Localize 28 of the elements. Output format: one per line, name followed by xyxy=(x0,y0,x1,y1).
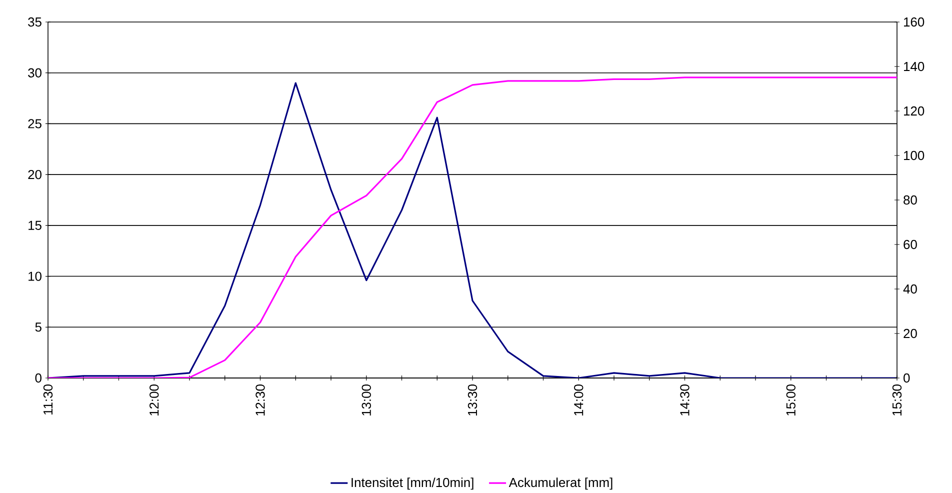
y2-tick-label: 140 xyxy=(904,62,924,72)
y2-tick-label: 80 xyxy=(904,195,917,205)
x-tick-label: 12:00 xyxy=(150,384,159,416)
y-tick-label: 0 xyxy=(35,373,42,383)
x-tick-label: 14:00 xyxy=(574,384,584,416)
x-tick-label: 13:30 xyxy=(468,384,478,416)
y-tick-label: 25 xyxy=(28,119,42,128)
y-tick-label: 5 xyxy=(35,322,42,332)
y2-tick-label: 120 xyxy=(904,106,924,116)
legend-label: Intensitet [mm/10min] xyxy=(352,478,474,490)
y-tick-label: 20 xyxy=(28,170,42,180)
y2-tick-label: 20 xyxy=(904,328,917,338)
y-tick-label: 15 xyxy=(28,220,42,230)
x-tick-label: 12:30 xyxy=(256,384,265,416)
y2-tick-label: 160 xyxy=(904,17,924,27)
y2-tick-label: 100 xyxy=(904,150,924,160)
y2-tick-label: 40 xyxy=(903,284,917,294)
x-tick-label: 11:30 xyxy=(43,384,53,414)
y-tick-label: 35 xyxy=(28,17,42,27)
y-tick-label: 30 xyxy=(28,68,42,78)
x-tick-label: 15:00 xyxy=(786,384,796,416)
x-tick-label: 13:00 xyxy=(362,384,371,416)
x-tick-label: 15:30 xyxy=(892,384,902,416)
y2-tick-label: 0 xyxy=(904,373,910,383)
y-tick-label: 10 xyxy=(28,272,42,281)
x-tick-label: 14:30 xyxy=(680,384,690,416)
y2-tick-label: 60 xyxy=(904,240,917,250)
legend-label: Ackumulerat [mm] xyxy=(508,478,612,490)
